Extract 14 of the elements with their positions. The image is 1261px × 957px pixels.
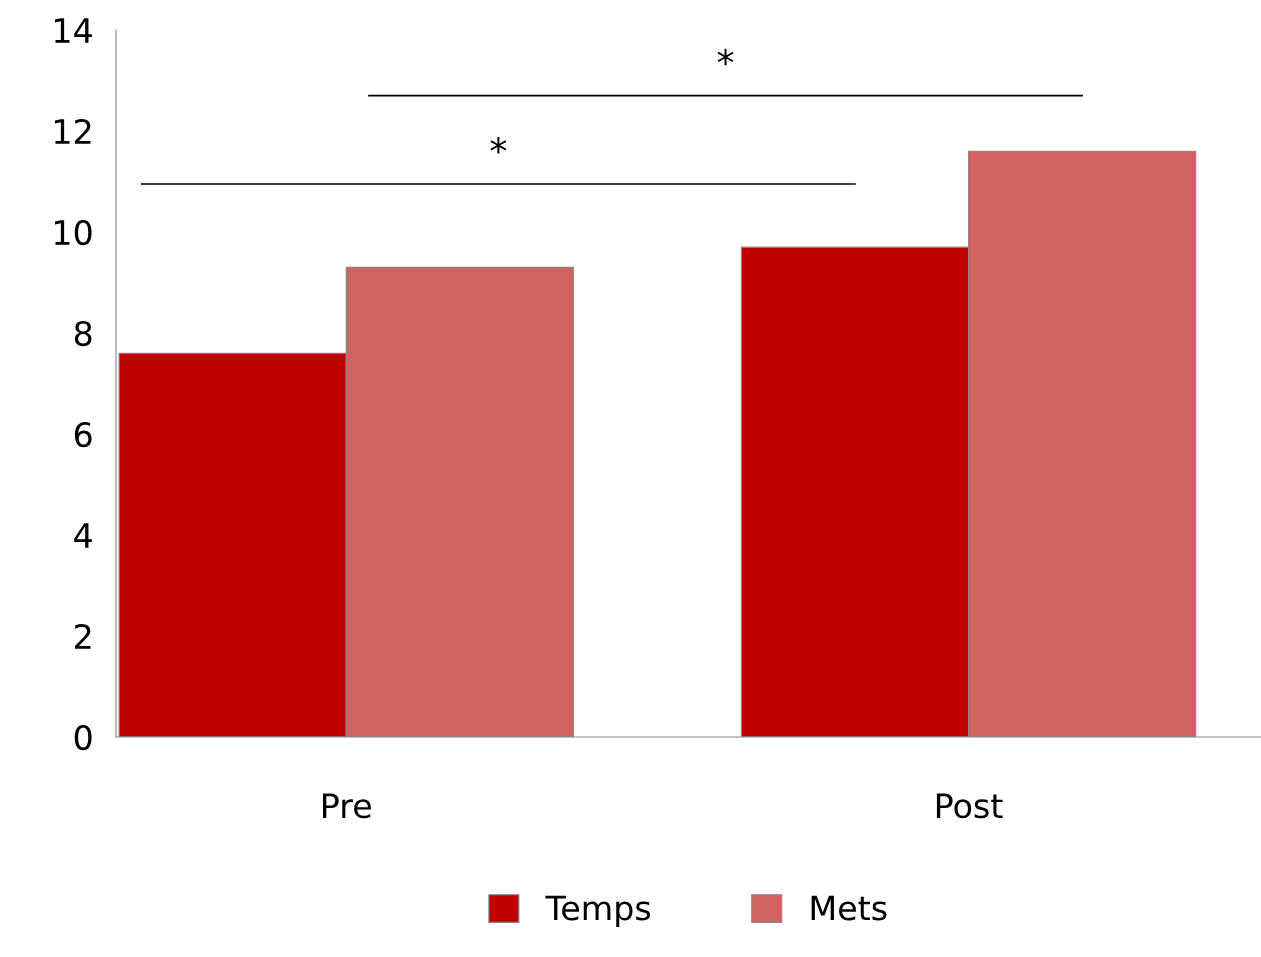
legend-label: Mets [811, 895, 887, 921]
x-tick-label: Post [936, 793, 1003, 819]
annotation: * [490, 137, 507, 154]
y-tick-label: 10 [55, 219, 92, 246]
y-tick-label: 8 [74, 320, 92, 347]
y-tick-label: 12 [55, 118, 91, 144]
y-tick-label: 4 [74, 523, 92, 548]
y-tick-label: 0 [74, 724, 92, 751]
y-tick-label: 6 [74, 421, 92, 448]
y-tick-label: 2 [75, 623, 91, 649]
annotation: * [717, 48, 734, 66]
x-tick-label: Pre [323, 793, 371, 819]
y-tick-label: 14 [55, 18, 92, 43]
legend-label: Temps [545, 895, 651, 927]
